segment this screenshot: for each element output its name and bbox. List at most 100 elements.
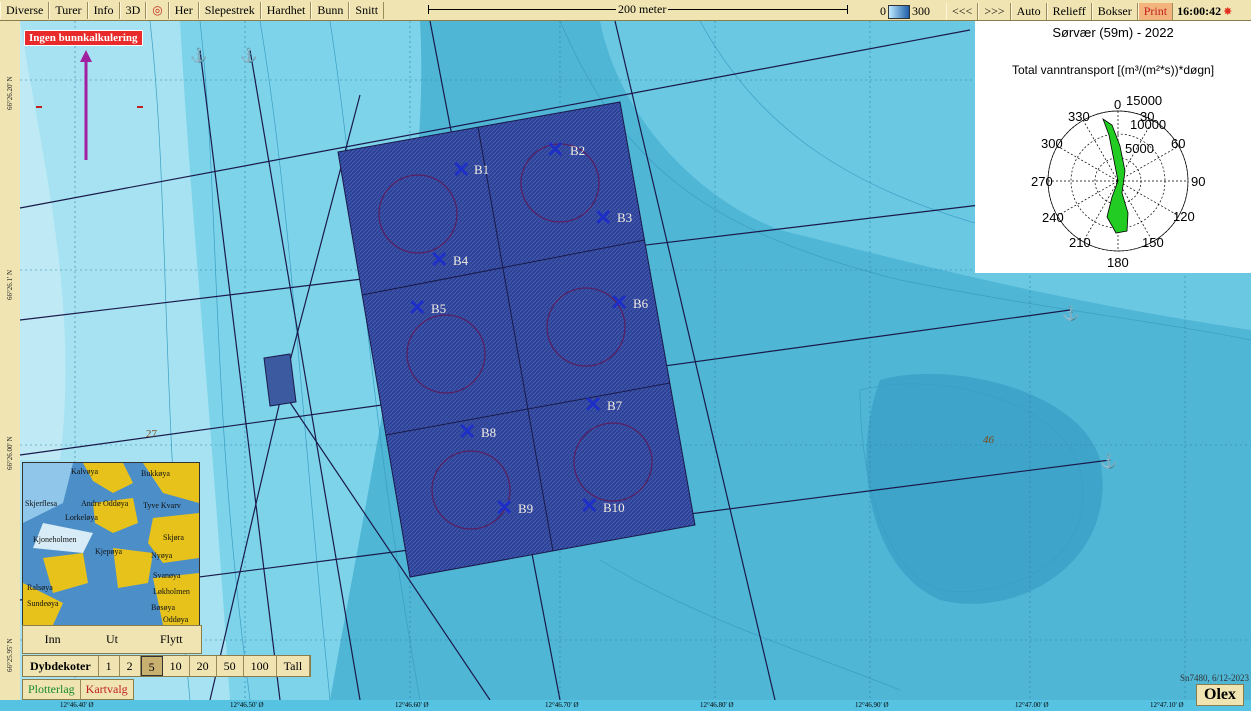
- contour-option[interactable]: 20: [190, 656, 217, 676]
- svg-text:✕: ✕: [430, 247, 448, 272]
- station-b9[interactable]: ✕ B9: [495, 495, 533, 520]
- anchor-icon[interactable]: ⚓: [240, 47, 257, 64]
- depth-gradient-swatch: [888, 4, 910, 19]
- menu-3d[interactable]: 3D: [119, 1, 147, 19]
- menu-turer[interactable]: Turer: [49, 1, 88, 19]
- zoom-out-button[interactable]: Ut: [105, 632, 118, 646]
- anchor-markers: ⚓ ⚓ ⚓ ⚓: [190, 47, 1117, 470]
- svg-text:30: 30: [1140, 109, 1154, 124]
- cage-rings: [378, 143, 653, 530]
- svg-text:60: 60: [1171, 136, 1185, 151]
- contour-option-selected[interactable]: 5: [140, 656, 163, 676]
- version-stamp: Sn7480, 6/12-2023: [1180, 673, 1250, 683]
- menu-diverse[interactable]: Diverse: [0, 1, 50, 19]
- svg-text:10000: 10000: [1130, 117, 1166, 132]
- contour-option[interactable]: 100: [244, 656, 277, 676]
- clock: 16:00:42: [1177, 4, 1222, 18]
- station-b8[interactable]: ✕ B8: [458, 419, 496, 444]
- place-label: Nyøya: [151, 551, 173, 560]
- svg-text:150: 150: [1142, 235, 1164, 250]
- inset-controls: Inn Ut Flytt: [22, 625, 202, 654]
- place-label: Tyve Kvarv: [143, 501, 181, 510]
- lon-label: 12°46.60' Ø: [395, 701, 429, 709]
- station-b1[interactable]: ✕ B1: [452, 157, 489, 182]
- svg-text:120: 120: [1173, 209, 1195, 224]
- place-label: Kjoneholmen: [33, 535, 77, 544]
- menu-slepestrek[interactable]: Slepestrek: [198, 1, 261, 19]
- contour-option[interactable]: Tall: [277, 656, 311, 676]
- menu-hardhet[interactable]: Hardhet: [260, 1, 312, 19]
- place-label: Skjerflesa: [25, 499, 57, 508]
- current-rose-panel: Sørvær (59m) - 2022 Total vanntransport …: [975, 21, 1251, 273]
- farm-grid[interactable]: [337, 101, 696, 578]
- svg-text:B9: B9: [518, 501, 533, 516]
- menu-info[interactable]: Info: [87, 1, 120, 19]
- layer-controls: Plotterlag Kartvalg: [22, 679, 134, 700]
- inset-map-shapes: [23, 463, 199, 625]
- prev-button[interactable]: <<<: [946, 3, 979, 20]
- contour-option[interactable]: 2: [120, 656, 141, 676]
- menu-bunn[interactable]: Bunn: [311, 1, 350, 19]
- depth-max: 300: [912, 4, 930, 18]
- relieff-button[interactable]: Relieff: [1046, 3, 1092, 20]
- place-label: Andre Oddøya: [81, 499, 129, 508]
- buoy-block[interactable]: [263, 353, 297, 407]
- alarm-icon[interactable]: ✸: [1223, 6, 1233, 18]
- depth-contour-title: Dybdekoter: [23, 656, 99, 676]
- place-label: Løkholmen: [153, 587, 190, 596]
- svg-text:15000: 15000: [1126, 93, 1162, 108]
- plotter-layer-button[interactable]: Plotterlag: [23, 680, 81, 699]
- anchor-icon[interactable]: ⚓: [190, 47, 207, 64]
- svg-text:✕: ✕: [610, 290, 628, 315]
- olex-logo[interactable]: Olex: [1196, 684, 1244, 706]
- auto-button[interactable]: Auto: [1010, 3, 1047, 20]
- target-icon[interactable]: ◎: [146, 1, 169, 19]
- menu-snitt[interactable]: Snitt: [349, 1, 385, 19]
- next-button[interactable]: >>>: [978, 3, 1011, 20]
- station-b2[interactable]: ✕ B2: [546, 137, 585, 162]
- anchor-icon[interactable]: ⚓: [1062, 305, 1079, 322]
- lon-label: 12°46.50' Ø: [230, 701, 264, 709]
- station-b6[interactable]: ✕ B6: [610, 290, 649, 315]
- svg-text:66°25.95' N: 66°25.95' N: [6, 638, 14, 672]
- zoom-in-button[interactable]: Inn: [44, 632, 61, 646]
- deep-basin: [866, 373, 1103, 604]
- station-b7[interactable]: ✕ B7: [584, 392, 623, 417]
- place-label: Ralsøya: [27, 583, 53, 592]
- menu-her[interactable]: Her: [168, 1, 199, 19]
- anchor-icon[interactable]: ⚓: [1100, 453, 1117, 470]
- bokser-button[interactable]: Bokser: [1091, 3, 1138, 20]
- station-b4[interactable]: ✕ B4: [430, 247, 469, 272]
- station-b3[interactable]: ✕ B3: [594, 205, 632, 230]
- place-label: Svanøya: [153, 571, 181, 580]
- svg-text:B8: B8: [481, 425, 496, 440]
- rose-subtitle: Total vanntransport [(m³/(m²*s))*døgn]: [1011, 63, 1215, 77]
- svg-text:B4: B4: [453, 253, 469, 268]
- move-button[interactable]: Flytt: [159, 632, 183, 646]
- lon-label: 12°46.40' Ø: [60, 701, 94, 709]
- lon-label: 12°47.00' Ø: [1015, 701, 1049, 709]
- svg-text:210: 210: [1069, 235, 1091, 250]
- latitude-labels: 66°26.20' N 66°26.1' N 66°26.00' N 66°25…: [6, 76, 14, 672]
- place-label: Bukkøya: [141, 469, 170, 478]
- svg-text:B2: B2: [570, 143, 585, 158]
- svg-text:66°26.20' N: 66°26.20' N: [6, 76, 14, 110]
- contour-option[interactable]: 50: [217, 656, 244, 676]
- map-select-button[interactable]: Kartvalg: [85, 682, 128, 696]
- depth-label: 46: [983, 434, 995, 446]
- place-label: Sundeøya: [27, 599, 59, 608]
- svg-text:B7: B7: [607, 398, 623, 413]
- station-markers: ✕ B1 ✕ B2 ✕ B3 ✕ B4 ✕ B5 ✕ B6 ✕ B7 ✕ B8 ✕ B9 ✕ B10: [408, 137, 649, 520]
- print-button[interactable]: Print: [1137, 3, 1174, 20]
- svg-text:✕: ✕: [594, 205, 612, 230]
- svg-text:330: 330: [1068, 109, 1090, 124]
- contour-option[interactable]: 1: [99, 656, 120, 676]
- station-b5[interactable]: ✕ B5: [408, 295, 446, 320]
- station-b10[interactable]: ✕ B10: [580, 493, 625, 518]
- svg-text:240: 240: [1042, 210, 1064, 225]
- svg-text:✕: ✕: [580, 493, 598, 518]
- overview-inset-map[interactable]: Kalvøya Bukkøya Skjerflesa Andre Oddøya …: [22, 462, 200, 626]
- contour-option[interactable]: 10: [163, 656, 190, 676]
- svg-text:✕: ✕: [458, 419, 476, 444]
- svg-text:66°26.00' N: 66°26.00' N: [6, 436, 14, 470]
